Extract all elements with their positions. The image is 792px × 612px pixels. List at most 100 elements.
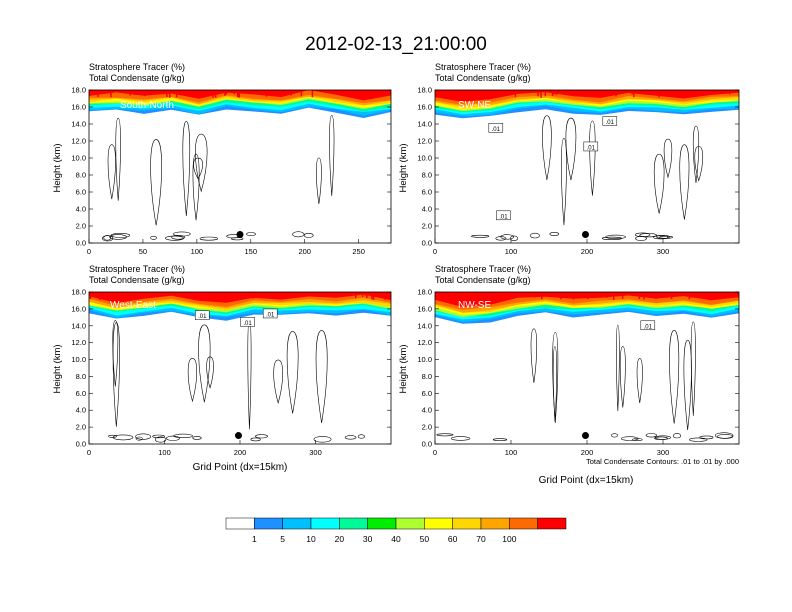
tracer-band	[206, 90, 209, 93]
tracer-band	[159, 292, 161, 297]
tracer-band	[384, 292, 386, 300]
contour-line	[150, 139, 162, 226]
panel-sw-ne: Stratosphere Tracer (%) Total Condensate…	[398, 62, 740, 256]
y-tick-label: 16.0	[71, 103, 86, 112]
contour-line	[655, 435, 671, 440]
tracer-band	[98, 90, 101, 93]
tracer-band	[599, 292, 601, 297]
tracer-band	[615, 90, 617, 97]
contour-line	[173, 433, 194, 439]
colorbar-swatch	[310, 517, 340, 530]
contour-line	[199, 236, 219, 241]
tracer-band	[695, 90, 697, 95]
contour-label-box	[640, 320, 656, 331]
contour-line	[692, 125, 700, 183]
tracer-band	[708, 292, 710, 299]
contour-line	[653, 153, 665, 214]
tracer-band	[448, 90, 451, 96]
contour-line	[316, 157, 322, 204]
contour-line	[436, 433, 454, 437]
tracer-band	[270, 90, 273, 94]
tracer-band	[246, 292, 249, 298]
tracer-band	[367, 292, 369, 295]
region-label: West-East	[110, 300, 156, 311]
y-tick-label: 8.0	[422, 372, 432, 381]
tracer-band	[225, 90, 228, 95]
tracer-band	[633, 90, 635, 98]
tracer-band	[690, 292, 692, 298]
x-axis-label: Grid Point (dx=15km)	[539, 475, 634, 486]
y-tick-label: 2.0	[76, 423, 86, 432]
y-tick-label: 14.0	[71, 120, 86, 129]
x-tick-label: 250	[352, 247, 365, 256]
contour-line	[155, 436, 167, 443]
contour-line	[107, 144, 116, 200]
tracer-band	[553, 90, 555, 95]
tracer-band	[243, 292, 245, 298]
contour-line	[182, 120, 191, 216]
tracer-band	[728, 90, 731, 95]
contour-label: .01	[587, 145, 596, 151]
panel-south-north: Stratosphere Tracer (%) Total Condensate…	[52, 62, 392, 256]
contour-line	[561, 137, 567, 226]
tracer-band	[311, 90, 314, 98]
tracer-band	[554, 292, 557, 296]
contour-line	[689, 437, 708, 442]
tracer-band	[551, 90, 554, 96]
colorbar-swatch	[480, 517, 510, 530]
y-tick-label: 0.0	[422, 440, 432, 449]
contour-line	[669, 330, 680, 424]
contour-label: .01	[243, 321, 252, 327]
contour-line	[357, 434, 366, 439]
contour-line	[639, 233, 658, 238]
tracer-band	[645, 292, 647, 297]
contour-line	[250, 437, 261, 442]
contour-line	[112, 322, 120, 427]
x-tick-label: 0	[433, 247, 437, 256]
tracer-band	[154, 90, 157, 94]
contour-line	[610, 433, 618, 438]
y-tick-label: 18.0	[417, 288, 432, 297]
panel-subtitle: Stratosphere Tracer (%)	[435, 62, 531, 72]
contour-line	[109, 234, 127, 240]
contour-label: .01	[198, 314, 207, 320]
contour-line	[653, 235, 669, 240]
tracer-band	[613, 292, 615, 300]
tracer-band	[382, 292, 384, 295]
contour-label-box	[602, 116, 618, 126]
y-tick-label: 10.0	[71, 154, 86, 163]
contour-line	[683, 339, 692, 431]
y-tick-label: 0.0	[76, 440, 86, 449]
tracer-band	[278, 90, 280, 93]
tracer-band	[252, 292, 255, 297]
tracer-band	[533, 292, 536, 298]
tracer-band	[372, 292, 375, 300]
x-tick-label: 300	[309, 448, 322, 457]
contour-line	[635, 236, 647, 241]
tracer-band	[169, 90, 171, 98]
tracer-band	[371, 292, 373, 300]
region-label: SW-NE	[458, 100, 491, 111]
tracer-band	[115, 292, 118, 298]
tracer-band	[333, 292, 335, 295]
panel-subtitle: Stratosphere Tracer (%)	[89, 264, 185, 274]
contour-line	[171, 235, 185, 240]
tracer-band	[290, 90, 292, 96]
contour-line	[255, 434, 268, 439]
colorbar-label: 20	[335, 534, 345, 544]
tracer-band	[659, 292, 662, 294]
tracer-band	[495, 292, 497, 300]
tracer-band	[260, 292, 262, 297]
panel-subtitle: Stratosphere Tracer (%)	[435, 264, 531, 274]
condensate-contours	[471, 115, 704, 242]
contour-label: .01	[266, 312, 275, 318]
tracer-band	[638, 292, 641, 299]
tracer-band	[144, 90, 146, 97]
tracer-band	[476, 292, 479, 299]
y-tick-label: 12.0	[417, 137, 432, 146]
tracer-band	[608, 292, 610, 295]
contour-line	[166, 435, 180, 441]
tracer-band	[509, 90, 511, 94]
y-tick-label: 16.0	[417, 103, 432, 112]
